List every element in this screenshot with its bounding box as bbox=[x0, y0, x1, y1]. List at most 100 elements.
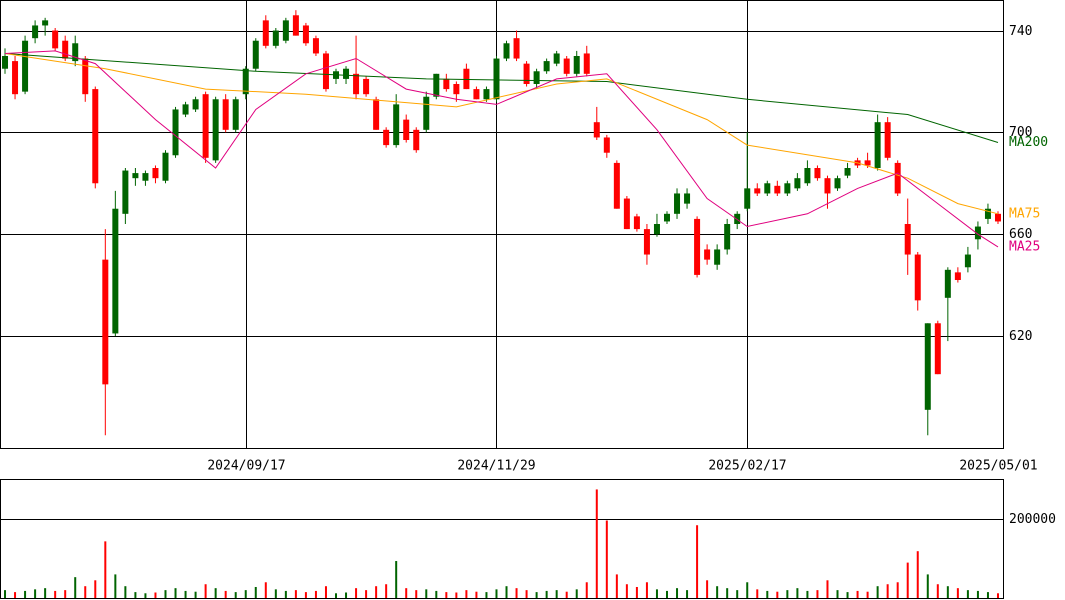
candle-body bbox=[413, 129, 420, 151]
volume-bar bbox=[144, 593, 147, 598]
volume-bar bbox=[886, 584, 889, 598]
volume-bar bbox=[164, 590, 167, 598]
volume-bar bbox=[64, 590, 67, 598]
volume-bar bbox=[385, 584, 388, 598]
volume-bar bbox=[786, 590, 789, 598]
candle-body bbox=[453, 84, 460, 95]
legend-label: MA200 bbox=[1009, 135, 1048, 150]
volume-bar bbox=[625, 584, 628, 598]
candle-body bbox=[373, 99, 380, 130]
candle-body bbox=[663, 213, 670, 222]
candle-body bbox=[272, 30, 279, 46]
candle-body bbox=[212, 99, 219, 161]
candle-body bbox=[904, 224, 911, 255]
candle-body bbox=[2, 56, 9, 69]
volume-bar bbox=[505, 586, 508, 598]
volume-bar bbox=[946, 586, 949, 598]
volume-bar bbox=[395, 561, 398, 598]
candle-body bbox=[553, 53, 560, 64]
candle-body bbox=[473, 89, 480, 100]
volume-bar bbox=[324, 586, 327, 598]
volume-bar bbox=[304, 592, 307, 598]
volume-bar bbox=[54, 590, 57, 598]
volume-bar bbox=[495, 589, 498, 598]
volume-bar bbox=[234, 592, 237, 598]
candle-body bbox=[493, 58, 500, 100]
candle-body bbox=[754, 188, 761, 194]
volume-bar bbox=[254, 586, 257, 598]
candle-body bbox=[322, 53, 329, 90]
volume-bar bbox=[545, 590, 548, 598]
candle-body bbox=[613, 162, 620, 209]
volume-bar bbox=[836, 590, 839, 598]
volume-bar bbox=[154, 592, 157, 598]
volume-bar bbox=[665, 590, 668, 598]
candle-body bbox=[533, 71, 540, 84]
candle-body bbox=[92, 89, 99, 184]
candle-body bbox=[543, 61, 550, 72]
price-panel bbox=[0, 0, 1004, 449]
candle-body bbox=[132, 173, 139, 179]
legend-label: MA75 bbox=[1009, 206, 1040, 221]
candle-body bbox=[623, 198, 630, 230]
volume-bar bbox=[84, 586, 87, 598]
candle-body bbox=[192, 99, 199, 110]
candle-body bbox=[403, 119, 410, 140]
candle-body bbox=[82, 58, 89, 95]
volume-bar bbox=[906, 562, 909, 598]
volume-bar bbox=[816, 590, 819, 598]
volume-bar bbox=[264, 582, 267, 598]
volume-bar bbox=[224, 590, 227, 598]
candle-body bbox=[433, 73, 440, 97]
volume-panel bbox=[0, 479, 1004, 599]
volume-bar bbox=[776, 591, 779, 598]
volume-bar bbox=[986, 592, 989, 598]
volume-bar bbox=[806, 590, 809, 598]
volume-bar bbox=[766, 590, 769, 598]
candle-body bbox=[312, 38, 319, 54]
volume-bar bbox=[585, 582, 588, 598]
volume-bar bbox=[94, 580, 97, 598]
volume-bar bbox=[44, 588, 47, 598]
candle-body bbox=[704, 249, 711, 260]
volume-bar bbox=[184, 590, 187, 598]
volume-bar bbox=[365, 590, 368, 598]
volume-bar bbox=[645, 582, 648, 598]
candle-body bbox=[603, 137, 610, 153]
volume-bar bbox=[124, 586, 127, 598]
volume-bar bbox=[615, 574, 618, 598]
candle-body bbox=[443, 78, 450, 90]
candle-body bbox=[292, 15, 299, 36]
x-tick-label: 2024/09/17 bbox=[207, 459, 285, 474]
candle-body bbox=[934, 323, 941, 375]
volume-bar bbox=[114, 574, 117, 598]
candle-body bbox=[573, 56, 580, 74]
volume-bar bbox=[916, 551, 919, 598]
candle-body bbox=[824, 178, 831, 194]
volume-bar bbox=[515, 588, 518, 598]
volume-bar bbox=[104, 541, 107, 598]
volume-bar bbox=[575, 589, 578, 598]
candle-body bbox=[102, 259, 109, 385]
y-tick-label: 620 bbox=[1009, 329, 1032, 344]
moving-average-line bbox=[4, 50, 999, 248]
volume-bar bbox=[796, 588, 799, 598]
candle-body bbox=[252, 40, 259, 69]
candle-body bbox=[954, 272, 961, 280]
candle-body bbox=[62, 40, 69, 59]
volume-bar bbox=[605, 520, 608, 598]
candle-body bbox=[423, 96, 430, 130]
candle-body bbox=[343, 68, 350, 79]
volume-bar bbox=[274, 589, 277, 598]
candle-body bbox=[964, 254, 971, 268]
volume-bar bbox=[716, 586, 719, 598]
volume-bar bbox=[655, 589, 658, 598]
volume-bar bbox=[936, 584, 939, 598]
candle-body bbox=[884, 122, 891, 158]
candle-body bbox=[353, 73, 360, 95]
volume-bar bbox=[706, 580, 709, 598]
candle-body bbox=[32, 25, 39, 39]
y-tick-label: 660 bbox=[1009, 227, 1032, 242]
